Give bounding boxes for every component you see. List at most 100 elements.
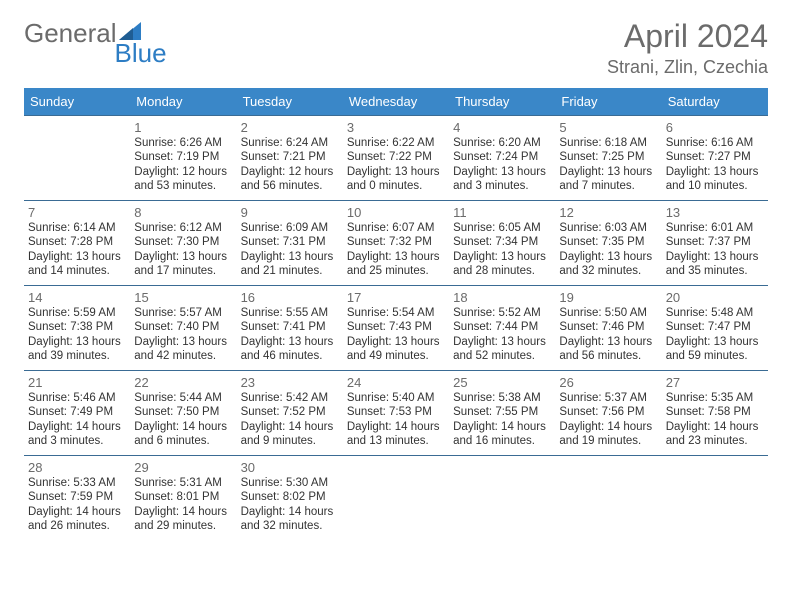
sunset-text: Sunset: 8:02 PM bbox=[241, 490, 339, 504]
sunset-text: Sunset: 7:25 PM bbox=[559, 150, 657, 164]
daylight-text: Daylight: 14 hours and 6 minutes. bbox=[134, 420, 232, 449]
day-cell: 23Sunrise: 5:42 AMSunset: 7:52 PMDayligh… bbox=[237, 371, 343, 455]
weekday-header: Friday bbox=[555, 88, 661, 116]
sunset-text: Sunset: 7:38 PM bbox=[28, 320, 126, 334]
day-cell: 27Sunrise: 5:35 AMSunset: 7:58 PMDayligh… bbox=[662, 371, 768, 455]
calendar-cell: 10Sunrise: 6:07 AMSunset: 7:32 PMDayligh… bbox=[343, 201, 449, 286]
sunrise-text: Sunrise: 5:46 AM bbox=[28, 391, 126, 405]
sunset-text: Sunset: 7:22 PM bbox=[347, 150, 445, 164]
day-cell: 26Sunrise: 5:37 AMSunset: 7:56 PMDayligh… bbox=[555, 371, 661, 455]
day-cell: 6Sunrise: 6:16 AMSunset: 7:27 PMDaylight… bbox=[662, 116, 768, 200]
empty-cell bbox=[449, 456, 555, 540]
daylight-text: Daylight: 12 hours and 53 minutes. bbox=[134, 165, 232, 194]
daylight-text: Daylight: 13 hours and 10 minutes. bbox=[666, 165, 764, 194]
sunrise-text: Sunrise: 5:31 AM bbox=[134, 476, 232, 490]
calendar-cell bbox=[343, 456, 449, 541]
sunset-text: Sunset: 8:01 PM bbox=[134, 490, 232, 504]
daylight-text: Daylight: 14 hours and 29 minutes. bbox=[134, 505, 232, 534]
sunset-text: Sunset: 7:32 PM bbox=[347, 235, 445, 249]
calendar-cell: 13Sunrise: 6:01 AMSunset: 7:37 PMDayligh… bbox=[662, 201, 768, 286]
daylight-text: Daylight: 13 hours and 39 minutes. bbox=[28, 335, 126, 364]
sunrise-text: Sunrise: 6:22 AM bbox=[347, 136, 445, 150]
day-number: 27 bbox=[666, 375, 764, 390]
day-cell: 29Sunrise: 5:31 AMSunset: 8:01 PMDayligh… bbox=[130, 456, 236, 540]
calendar-cell bbox=[24, 116, 130, 201]
day-cell: 21Sunrise: 5:46 AMSunset: 7:49 PMDayligh… bbox=[24, 371, 130, 455]
calendar-cell: 23Sunrise: 5:42 AMSunset: 7:52 PMDayligh… bbox=[237, 371, 343, 456]
daylight-text: Daylight: 13 hours and 3 minutes. bbox=[453, 165, 551, 194]
day-cell: 2Sunrise: 6:24 AMSunset: 7:21 PMDaylight… bbox=[237, 116, 343, 200]
weekday-header: Wednesday bbox=[343, 88, 449, 116]
sunset-text: Sunset: 7:59 PM bbox=[28, 490, 126, 504]
sunrise-text: Sunrise: 5:59 AM bbox=[28, 306, 126, 320]
sunset-text: Sunset: 7:35 PM bbox=[559, 235, 657, 249]
empty-cell bbox=[662, 456, 768, 540]
daylight-text: Daylight: 14 hours and 19 minutes. bbox=[559, 420, 657, 449]
daylight-text: Daylight: 13 hours and 14 minutes. bbox=[28, 250, 126, 279]
day-number: 29 bbox=[134, 460, 232, 475]
daylight-text: Daylight: 13 hours and 35 minutes. bbox=[666, 250, 764, 279]
calendar-cell: 4Sunrise: 6:20 AMSunset: 7:24 PMDaylight… bbox=[449, 116, 555, 201]
daylight-text: Daylight: 13 hours and 0 minutes. bbox=[347, 165, 445, 194]
day-number: 19 bbox=[559, 290, 657, 305]
calendar-cell bbox=[662, 456, 768, 541]
calendar-cell: 26Sunrise: 5:37 AMSunset: 7:56 PMDayligh… bbox=[555, 371, 661, 456]
empty-cell bbox=[343, 456, 449, 540]
sunset-text: Sunset: 7:21 PM bbox=[241, 150, 339, 164]
day-number: 21 bbox=[28, 375, 126, 390]
sunrise-text: Sunrise: 5:38 AM bbox=[453, 391, 551, 405]
day-cell: 19Sunrise: 5:50 AMSunset: 7:46 PMDayligh… bbox=[555, 286, 661, 370]
calendar-row: 1Sunrise: 6:26 AMSunset: 7:19 PMDaylight… bbox=[24, 116, 768, 201]
daylight-text: Daylight: 14 hours and 32 minutes. bbox=[241, 505, 339, 534]
sunrise-text: Sunrise: 5:33 AM bbox=[28, 476, 126, 490]
day-number: 10 bbox=[347, 205, 445, 220]
calendar-cell: 6Sunrise: 6:16 AMSunset: 7:27 PMDaylight… bbox=[662, 116, 768, 201]
title-block: April 2024 Strani, Zlin, Czechia bbox=[607, 18, 768, 78]
daylight-text: Daylight: 14 hours and 23 minutes. bbox=[666, 420, 764, 449]
sunset-text: Sunset: 7:31 PM bbox=[241, 235, 339, 249]
calendar-header-row: Sunday Monday Tuesday Wednesday Thursday… bbox=[24, 88, 768, 116]
calendar-cell: 24Sunrise: 5:40 AMSunset: 7:53 PMDayligh… bbox=[343, 371, 449, 456]
daylight-text: Daylight: 13 hours and 56 minutes. bbox=[559, 335, 657, 364]
sunrise-text: Sunrise: 5:57 AM bbox=[134, 306, 232, 320]
day-cell: 15Sunrise: 5:57 AMSunset: 7:40 PMDayligh… bbox=[130, 286, 236, 370]
day-number: 12 bbox=[559, 205, 657, 220]
location-text: Strani, Zlin, Czechia bbox=[607, 57, 768, 78]
calendar-cell: 8Sunrise: 6:12 AMSunset: 7:30 PMDaylight… bbox=[130, 201, 236, 286]
day-number: 3 bbox=[347, 120, 445, 135]
sunset-text: Sunset: 7:34 PM bbox=[453, 235, 551, 249]
day-number: 16 bbox=[241, 290, 339, 305]
day-cell: 5Sunrise: 6:18 AMSunset: 7:25 PMDaylight… bbox=[555, 116, 661, 200]
calendar-cell: 28Sunrise: 5:33 AMSunset: 7:59 PMDayligh… bbox=[24, 456, 130, 541]
day-cell: 28Sunrise: 5:33 AMSunset: 7:59 PMDayligh… bbox=[24, 456, 130, 540]
calendar-cell: 12Sunrise: 6:03 AMSunset: 7:35 PMDayligh… bbox=[555, 201, 661, 286]
sunset-text: Sunset: 7:30 PM bbox=[134, 235, 232, 249]
calendar-cell: 11Sunrise: 6:05 AMSunset: 7:34 PMDayligh… bbox=[449, 201, 555, 286]
day-number: 23 bbox=[241, 375, 339, 390]
sunrise-text: Sunrise: 6:05 AM bbox=[453, 221, 551, 235]
calendar-cell: 22Sunrise: 5:44 AMSunset: 7:50 PMDayligh… bbox=[130, 371, 236, 456]
day-cell: 9Sunrise: 6:09 AMSunset: 7:31 PMDaylight… bbox=[237, 201, 343, 285]
daylight-text: Daylight: 14 hours and 26 minutes. bbox=[28, 505, 126, 534]
sunset-text: Sunset: 7:50 PM bbox=[134, 405, 232, 419]
sunset-text: Sunset: 7:28 PM bbox=[28, 235, 126, 249]
day-cell: 4Sunrise: 6:20 AMSunset: 7:24 PMDaylight… bbox=[449, 116, 555, 200]
sunrise-text: Sunrise: 5:55 AM bbox=[241, 306, 339, 320]
day-number: 17 bbox=[347, 290, 445, 305]
day-number: 9 bbox=[241, 205, 339, 220]
sunset-text: Sunset: 7:37 PM bbox=[666, 235, 764, 249]
daylight-text: Daylight: 13 hours and 49 minutes. bbox=[347, 335, 445, 364]
calendar-cell: 25Sunrise: 5:38 AMSunset: 7:55 PMDayligh… bbox=[449, 371, 555, 456]
sunrise-text: Sunrise: 5:54 AM bbox=[347, 306, 445, 320]
calendar-row: 14Sunrise: 5:59 AMSunset: 7:38 PMDayligh… bbox=[24, 286, 768, 371]
day-cell: 14Sunrise: 5:59 AMSunset: 7:38 PMDayligh… bbox=[24, 286, 130, 370]
day-number: 20 bbox=[666, 290, 764, 305]
calendar-cell: 1Sunrise: 6:26 AMSunset: 7:19 PMDaylight… bbox=[130, 116, 236, 201]
day-cell: 25Sunrise: 5:38 AMSunset: 7:55 PMDayligh… bbox=[449, 371, 555, 455]
calendar-cell: 21Sunrise: 5:46 AMSunset: 7:49 PMDayligh… bbox=[24, 371, 130, 456]
daylight-text: Daylight: 13 hours and 46 minutes. bbox=[241, 335, 339, 364]
day-number: 14 bbox=[28, 290, 126, 305]
sunrise-text: Sunrise: 6:24 AM bbox=[241, 136, 339, 150]
daylight-text: Daylight: 13 hours and 32 minutes. bbox=[559, 250, 657, 279]
day-number: 28 bbox=[28, 460, 126, 475]
